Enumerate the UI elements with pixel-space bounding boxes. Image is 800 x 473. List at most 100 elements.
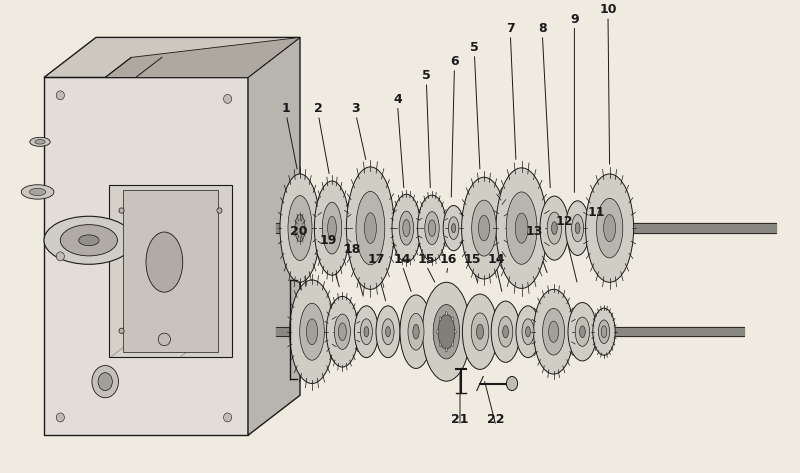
Ellipse shape	[35, 140, 45, 144]
Text: 17: 17	[367, 253, 385, 266]
Ellipse shape	[602, 326, 606, 338]
Ellipse shape	[542, 308, 565, 355]
Ellipse shape	[217, 208, 222, 213]
Ellipse shape	[392, 194, 421, 262]
Ellipse shape	[575, 223, 580, 234]
Ellipse shape	[506, 192, 537, 264]
Ellipse shape	[454, 330, 456, 333]
Ellipse shape	[408, 313, 424, 350]
Ellipse shape	[540, 196, 569, 260]
Ellipse shape	[502, 325, 509, 338]
Ellipse shape	[498, 316, 513, 347]
Ellipse shape	[346, 167, 394, 289]
Ellipse shape	[429, 220, 436, 236]
Ellipse shape	[30, 137, 50, 146]
Ellipse shape	[516, 306, 540, 358]
Text: 3: 3	[352, 102, 360, 115]
Ellipse shape	[365, 213, 377, 244]
Text: 12: 12	[555, 215, 573, 228]
Text: 10: 10	[599, 3, 617, 16]
Ellipse shape	[322, 202, 342, 254]
Ellipse shape	[451, 224, 456, 233]
Ellipse shape	[549, 321, 558, 342]
Ellipse shape	[146, 232, 182, 292]
Ellipse shape	[354, 306, 378, 358]
Text: 21: 21	[451, 413, 469, 426]
Ellipse shape	[568, 303, 597, 361]
Ellipse shape	[462, 294, 498, 369]
Ellipse shape	[462, 177, 506, 279]
Ellipse shape	[223, 95, 232, 104]
Text: 5: 5	[470, 41, 478, 54]
Ellipse shape	[98, 373, 112, 391]
Text: 14: 14	[394, 253, 411, 266]
Ellipse shape	[223, 413, 232, 422]
Ellipse shape	[506, 377, 518, 391]
Ellipse shape	[534, 289, 574, 374]
Ellipse shape	[300, 303, 324, 360]
Ellipse shape	[547, 212, 562, 244]
Text: 11: 11	[587, 206, 605, 219]
Ellipse shape	[119, 328, 124, 333]
Ellipse shape	[425, 211, 439, 245]
Text: 15: 15	[463, 253, 481, 266]
Ellipse shape	[413, 324, 419, 339]
Ellipse shape	[566, 201, 590, 255]
Ellipse shape	[364, 326, 369, 337]
Text: 19: 19	[319, 234, 337, 247]
Ellipse shape	[598, 320, 610, 343]
Ellipse shape	[571, 214, 584, 242]
Text: 15: 15	[418, 253, 435, 266]
Ellipse shape	[356, 192, 385, 265]
Ellipse shape	[295, 215, 305, 242]
Ellipse shape	[326, 297, 358, 367]
Bar	[110, 185, 232, 357]
Ellipse shape	[400, 295, 432, 368]
Ellipse shape	[477, 324, 483, 339]
Ellipse shape	[280, 174, 320, 282]
Ellipse shape	[422, 282, 470, 381]
Ellipse shape	[30, 188, 46, 195]
Bar	[123, 190, 218, 351]
Ellipse shape	[496, 168, 547, 289]
Ellipse shape	[448, 217, 459, 239]
Text: 4: 4	[394, 93, 402, 105]
Ellipse shape	[92, 366, 118, 398]
Ellipse shape	[551, 222, 558, 235]
Ellipse shape	[434, 305, 459, 359]
Ellipse shape	[56, 252, 64, 261]
Polygon shape	[44, 78, 248, 435]
Ellipse shape	[522, 319, 534, 345]
Polygon shape	[106, 37, 300, 78]
Ellipse shape	[314, 181, 350, 275]
Ellipse shape	[452, 342, 454, 347]
Ellipse shape	[575, 317, 590, 346]
Ellipse shape	[56, 91, 64, 100]
Text: 2: 2	[314, 102, 322, 115]
Ellipse shape	[604, 215, 616, 242]
Ellipse shape	[306, 319, 318, 345]
Text: 8: 8	[538, 22, 546, 35]
Text: 6: 6	[450, 55, 458, 68]
Ellipse shape	[472, 200, 496, 256]
Ellipse shape	[44, 216, 134, 264]
Ellipse shape	[491, 301, 520, 362]
Ellipse shape	[386, 326, 390, 337]
Ellipse shape	[579, 326, 586, 338]
Ellipse shape	[471, 313, 489, 350]
Ellipse shape	[515, 213, 528, 243]
Polygon shape	[44, 37, 300, 78]
Text: 9: 9	[570, 13, 578, 26]
Ellipse shape	[439, 317, 441, 321]
Ellipse shape	[334, 314, 350, 350]
Ellipse shape	[290, 280, 334, 384]
Ellipse shape	[452, 317, 454, 321]
Text: 22: 22	[487, 413, 505, 426]
Ellipse shape	[402, 219, 410, 236]
Ellipse shape	[478, 215, 490, 241]
Ellipse shape	[158, 333, 170, 346]
Ellipse shape	[338, 323, 346, 341]
Text: 20: 20	[290, 225, 307, 237]
Ellipse shape	[596, 198, 623, 258]
Ellipse shape	[376, 306, 400, 358]
